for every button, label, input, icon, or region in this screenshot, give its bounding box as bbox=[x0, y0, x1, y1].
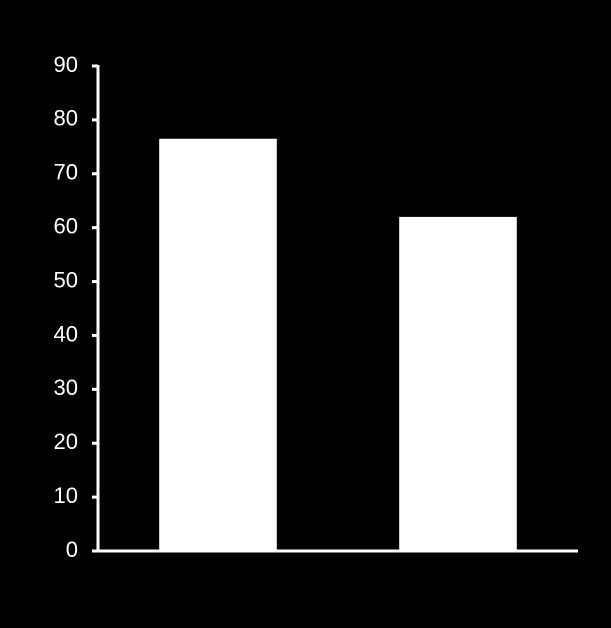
bar bbox=[159, 138, 277, 551]
y-tick-label: 90 bbox=[54, 52, 78, 77]
bar bbox=[399, 216, 517, 551]
y-tick-label: 80 bbox=[54, 106, 78, 131]
y-tick-label: 20 bbox=[54, 429, 78, 454]
y-tick-label: 0 bbox=[66, 537, 78, 562]
y-tick-label: 50 bbox=[54, 267, 78, 292]
y-tick-label: 10 bbox=[54, 483, 78, 508]
y-tick-label: 30 bbox=[54, 375, 78, 400]
y-tick-label: 40 bbox=[54, 321, 78, 346]
y-tick-label: 70 bbox=[54, 160, 78, 185]
y-tick-label: 60 bbox=[54, 213, 78, 238]
